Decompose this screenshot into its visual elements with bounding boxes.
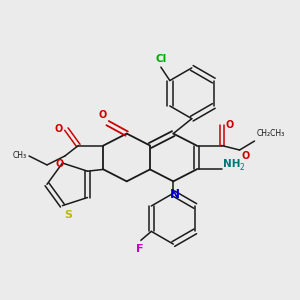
Text: Cl: Cl	[155, 54, 166, 64]
Text: 2: 2	[240, 164, 244, 172]
Text: CH₂CH₃: CH₂CH₃	[257, 129, 285, 138]
Text: O: O	[225, 120, 233, 130]
Text: O: O	[55, 124, 63, 134]
Text: O: O	[99, 110, 107, 120]
Text: N: N	[170, 188, 180, 201]
Text: O: O	[241, 152, 249, 161]
Text: F: F	[136, 244, 143, 254]
Text: NH: NH	[223, 159, 241, 169]
Text: CH₃: CH₃	[13, 152, 27, 160]
Text: O: O	[55, 159, 63, 169]
Text: S: S	[64, 210, 72, 220]
